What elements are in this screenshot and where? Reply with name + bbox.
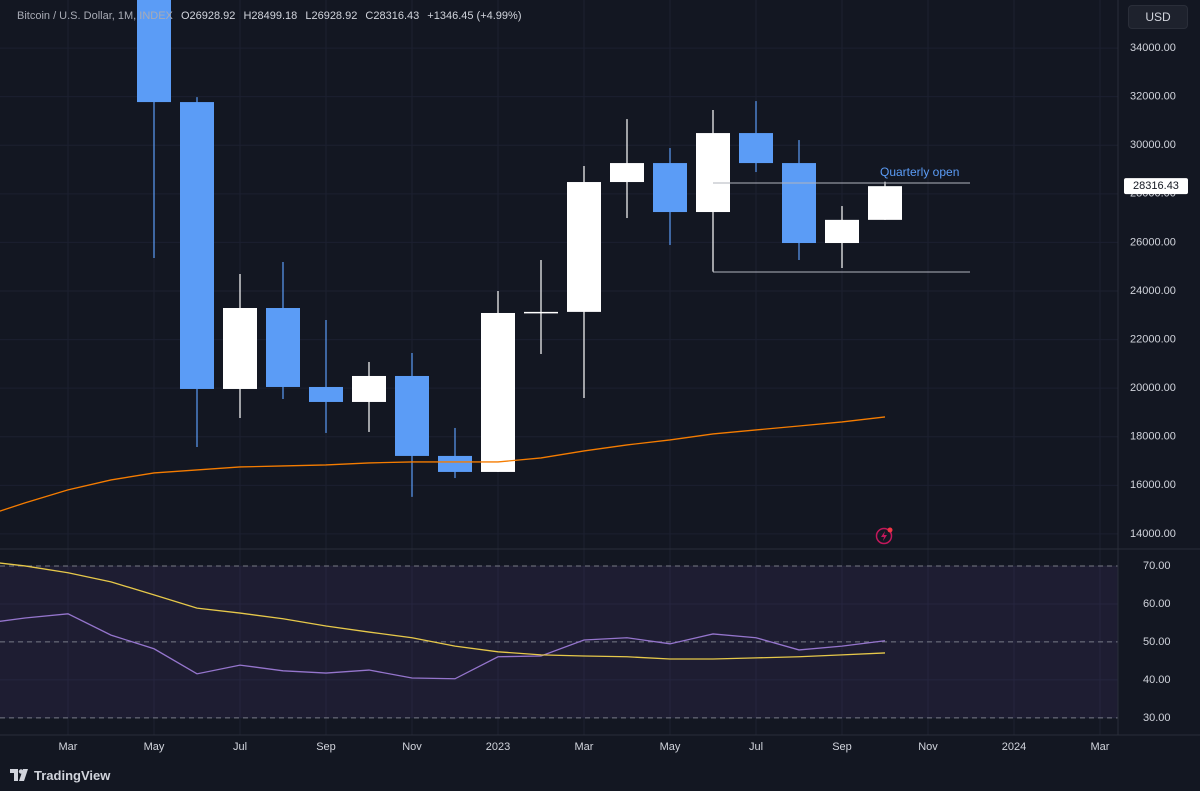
x-tick-label: May — [144, 741, 165, 753]
change: +1346.45 (+4.99%) — [427, 10, 522, 22]
level-label: Quarterly open — [880, 165, 959, 179]
candle-body — [223, 308, 257, 389]
y-tick-label: 16000.00 — [1130, 479, 1176, 491]
brand-logo — [10, 769, 28, 781]
low: L26928.92 — [305, 10, 358, 22]
x-tick-label: Mar — [1091, 741, 1110, 753]
moving-average — [0, 416, 886, 512]
y-tick-label: 26000.00 — [1130, 236, 1176, 248]
high: H28499.18 — [243, 10, 298, 22]
rsi-line — [0, 613, 886, 680]
y-tick-label: 22000.00 — [1130, 333, 1176, 345]
x-tick-label: 2023 — [486, 741, 510, 753]
axes: Mar May Jul Sep Nov 2023 Mar May Jul Sep Nov 2024 Ma… — [0, 0, 1200, 753]
symbol: Bitcoin / U.S. Dollar, 1M, INDEX — [17, 10, 173, 22]
x-tick-label: Mar — [575, 741, 594, 753]
x-tick-label: Nov — [402, 741, 422, 753]
candle-body — [438, 455, 472, 472]
y-tick-label: 70.00 — [1143, 560, 1171, 572]
candle-body — [696, 133, 730, 213]
chart: Quarterly open Mar May Jul Sep Nov 2023 Mar May… — [0, 0, 1200, 753]
y-tick-label: 18000.00 — [1130, 431, 1176, 443]
y-tick-label: 24000.00 — [1130, 285, 1176, 297]
candle-body — [266, 308, 300, 387]
alert-icon[interactable] — [875, 527, 893, 545]
candle-body — [610, 163, 644, 183]
x-tick-label: Sep — [316, 741, 336, 753]
candle-body — [180, 102, 214, 389]
last-price-label: 28316.43 — [1133, 180, 1179, 192]
candle-body — [825, 219, 859, 244]
rsi-pane — [0, 562, 1118, 719]
x-tick-label: Jul — [233, 741, 247, 753]
candle-body — [653, 163, 687, 213]
legend: Bitcoin / U.S. Dollar, 1M, INDEX O26928.… — [17, 10, 526, 22]
y-tick-label: 20000.00 — [1130, 382, 1176, 394]
y-tick-label: 34000.00 — [1130, 42, 1176, 54]
rsi-line — [0, 562, 886, 660]
candle-body — [352, 375, 386, 402]
y-tick-label: 30000.00 — [1130, 139, 1176, 151]
currency-button[interactable]: USD — [1128, 5, 1188, 29]
brand-name: TradingView — [34, 767, 111, 783]
x-tick-label: 2024 — [1002, 741, 1026, 753]
y-tick-label: 50.00 — [1143, 636, 1171, 648]
candle-body — [309, 386, 343, 402]
price-pane: Quarterly open — [0, 0, 970, 512]
candle-body — [739, 133, 773, 164]
brand: TradingView — [10, 766, 110, 784]
x-tick-label: May — [660, 741, 681, 753]
candle-body — [524, 311, 558, 314]
candle-body — [868, 186, 902, 220]
x-tick-label: Jul — [749, 741, 763, 753]
x-tick-label: Nov — [918, 741, 938, 753]
y-tick-label: 30.00 — [1143, 712, 1171, 724]
x-tick-label: Sep — [832, 741, 852, 753]
candle-body — [481, 312, 515, 472]
y-tick-label: 14000.00 — [1130, 528, 1176, 540]
close: C28316.43 — [365, 10, 420, 22]
candle-body — [395, 375, 429, 456]
candle-body — [567, 182, 601, 312]
candle-body — [782, 163, 816, 244]
last-price-tag — [1124, 178, 1188, 195]
y-tick-label: 40.00 — [1143, 674, 1171, 686]
y-tick-label: 32000.00 — [1130, 91, 1176, 103]
open: O26928.92 — [180, 10, 236, 22]
y-tick-label: 60.00 — [1143, 598, 1171, 610]
x-tick-label: Mar — [59, 741, 78, 753]
candle-body — [137, 0, 171, 103]
